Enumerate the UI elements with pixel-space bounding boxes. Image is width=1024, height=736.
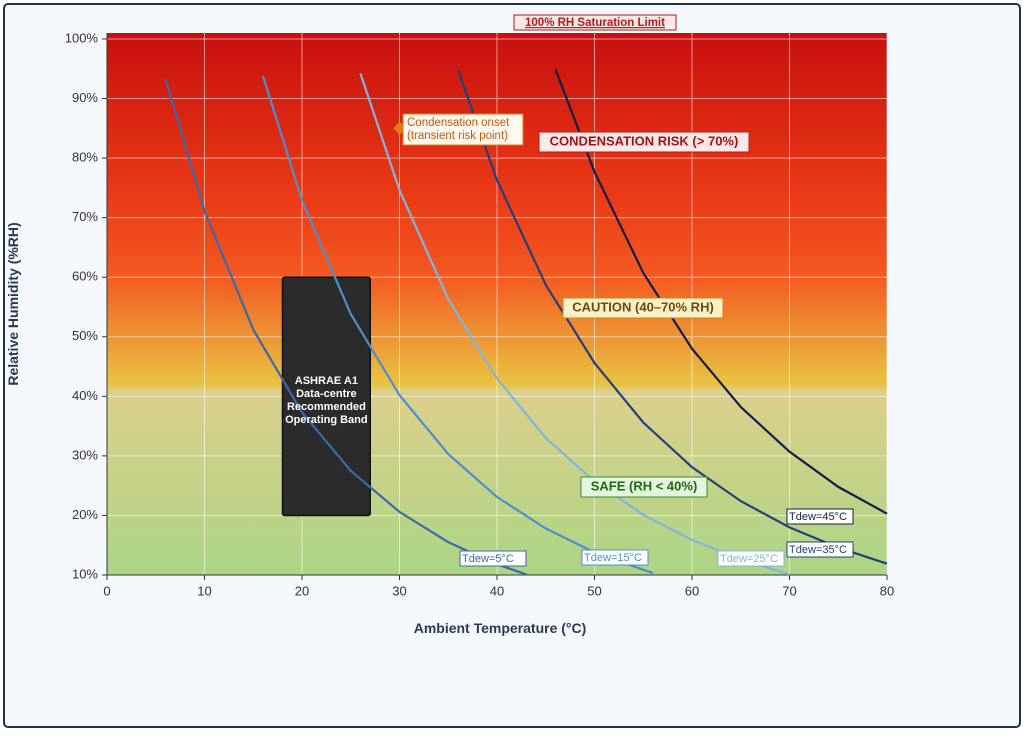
x-tick-label: 80 xyxy=(880,583,894,598)
title-box xyxy=(513,14,677,31)
x-tick-label: 20 xyxy=(295,583,309,598)
y-axis-label: Relative Humidity (%RH) xyxy=(5,222,21,385)
zone-box xyxy=(580,476,708,498)
curve-label-box xyxy=(786,508,854,525)
band-label: Data-centre xyxy=(296,388,357,400)
x-tick-label: 60 xyxy=(685,583,699,598)
zone-box xyxy=(562,297,724,319)
y-tick-label: 80% xyxy=(72,150,98,165)
zone-label: SAFE (RH < 40%) xyxy=(591,478,698,493)
x-tick-label: 10 xyxy=(197,583,211,598)
zone-label: CAUTION (40–70% RH) xyxy=(572,299,714,314)
y-tick-label: 60% xyxy=(72,269,98,284)
curve-label: Tdew=35°C xyxy=(789,544,847,556)
curve-label-box xyxy=(581,549,649,566)
zone-box xyxy=(538,131,750,153)
curve-label-box xyxy=(786,541,854,558)
zone-label: CONDENSATION RISK (> 70%) xyxy=(550,133,739,148)
dew-point-curve xyxy=(359,73,790,576)
dew-point-curve xyxy=(554,68,888,515)
y-tick-label: 90% xyxy=(72,90,98,105)
y-tick-label: 100% xyxy=(65,30,99,45)
curve-label: Tdew=15°C xyxy=(584,552,642,564)
x-tick-label: 40 xyxy=(490,583,504,598)
onset-label: Condensation onset xyxy=(407,117,510,129)
ashrae-band xyxy=(281,276,371,517)
curve-label-box xyxy=(459,550,527,567)
y-tick-label: 40% xyxy=(72,388,98,403)
curve-label-box xyxy=(717,550,785,567)
y-tick-label: 20% xyxy=(72,507,98,522)
y-tick-label: 70% xyxy=(72,209,98,224)
dew-point-curve xyxy=(456,69,888,565)
y-tick-label: 30% xyxy=(72,447,98,462)
onset-label: (transient risk point) xyxy=(407,130,508,142)
dew-point-curve xyxy=(261,75,654,575)
curve-label: Tdew=45°C xyxy=(789,511,847,523)
x-tick-label: 70 xyxy=(782,583,796,598)
band-label: Recommended xyxy=(287,401,366,413)
band-label: Operating Band xyxy=(285,414,368,426)
x-tick-label: 30 xyxy=(392,583,406,598)
curve-label: Tdew=5°C xyxy=(462,553,514,565)
x-axis-label: Ambient Temperature (°C) xyxy=(414,620,587,636)
y-tick-label: 50% xyxy=(72,328,98,343)
x-tick-label: 0 xyxy=(103,583,110,598)
y-tick-label: 10% xyxy=(72,566,98,581)
band-label: ASHRAE A1 xyxy=(295,375,358,387)
onset-box xyxy=(402,113,524,146)
curve-label: Tdew=25°C xyxy=(720,553,778,565)
x-tick-label: 50 xyxy=(587,583,601,598)
chart-title: 100% RH Saturation Limit xyxy=(525,17,665,29)
